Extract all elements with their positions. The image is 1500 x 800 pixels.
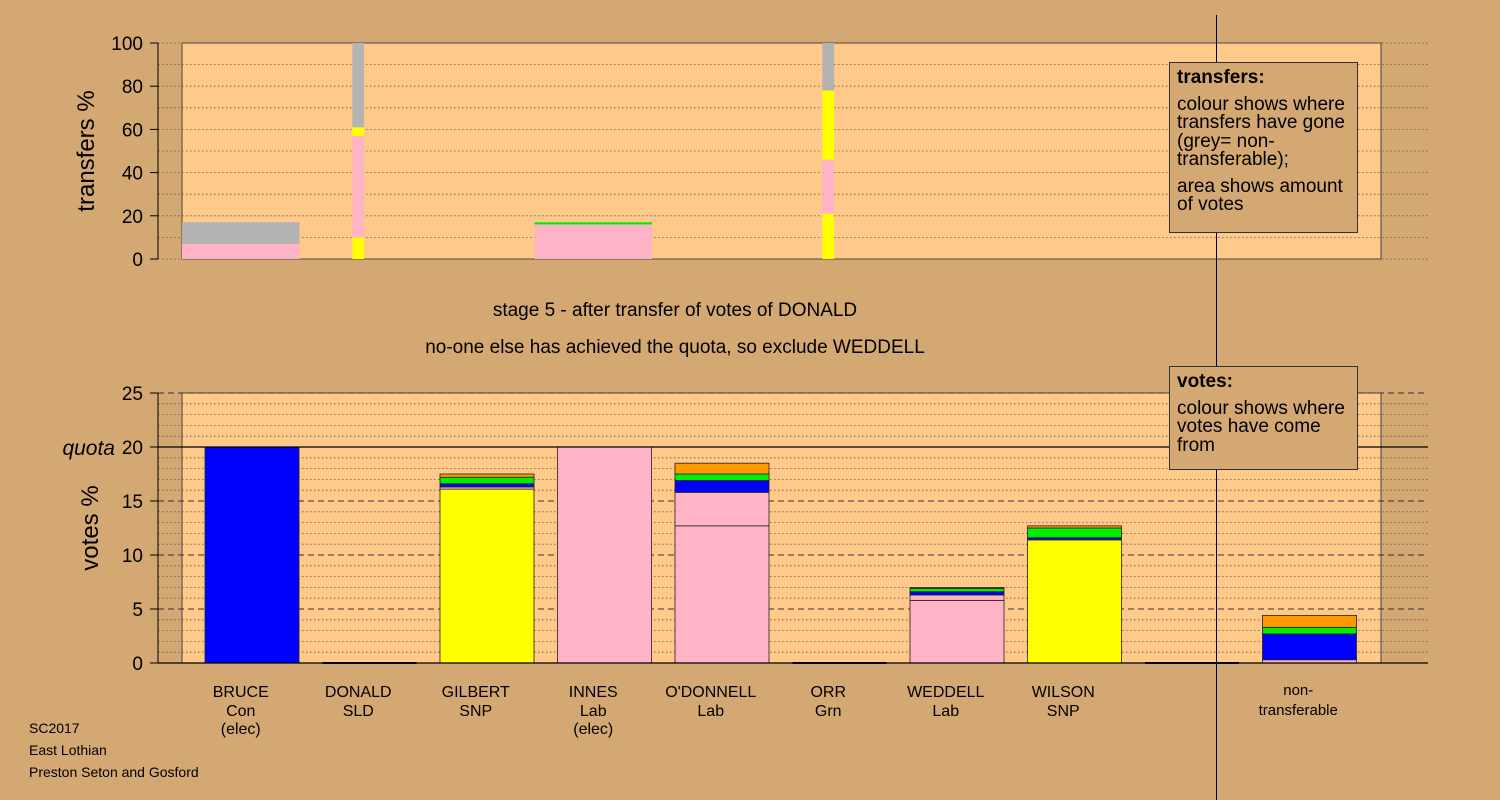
- transfer-segment-SNP: [822, 213, 835, 259]
- transfer-segment-Lab: [352, 135, 365, 238]
- vote-bar-odonnell-segment-Con: [674, 480, 770, 493]
- vote-bar-bruce-segment-Con: [204, 446, 300, 664]
- transfers-tick-label: 80: [122, 77, 143, 98]
- candidate-party-label: Lab: [580, 703, 607, 720]
- votes-tick-label: 15: [122, 492, 143, 513]
- transfer-segment-Lab: [822, 159, 835, 214]
- candidate-note-label: (elec): [573, 721, 613, 738]
- votes-legend: votes: colour shows where votes have com…: [1169, 366, 1358, 470]
- vote-bar-gilbert-segment-Con: [439, 483, 535, 488]
- candidate-name-label: O'DONNELL: [665, 684, 756, 701]
- transfers-legend: transfers: colour shows where transfers …: [1169, 62, 1358, 233]
- candidate-name-label: WILSON: [1032, 684, 1095, 701]
- transfers-tick-label: 40: [122, 164, 143, 185]
- candidate-name-label: DONALD: [325, 684, 392, 701]
- quota-label: quota: [62, 437, 115, 460]
- vote-bar-weddell-segment-SLD: [909, 587, 1005, 589]
- vote-bar-wilson-segment-Grn: [1027, 527, 1122, 539]
- vote-bar-weddell-segment-Lab: [909, 594, 1005, 601]
- vote-bar-wilson-segment-SLD: [1027, 525, 1122, 529]
- stage-subtitle: no-one else has achieved the quota, so e…: [425, 337, 925, 358]
- votes-tick-label: 0: [132, 654, 143, 675]
- footer-ward: Preston Seton and Gosford: [29, 764, 199, 780]
- vote-bar-odonnell-segment-SLD: [674, 462, 770, 475]
- nontransferable-label: non-: [1283, 682, 1313, 699]
- transfer-segment-nontransferable: [182, 222, 300, 244]
- vote-bar-innes-segment-Lab: [557, 446, 652, 664]
- transfers-legend-text: colour shows where transfers have gone (…: [1177, 93, 1345, 170]
- stage-title: stage 5 - after transfer of votes of DON…: [492, 300, 858, 321]
- votes-tick-label: 20: [122, 438, 143, 459]
- vote-bar-odonnell-segment-Lab: [674, 491, 770, 527]
- votes-legend-text: colour shows where votes have come from: [1177, 397, 1345, 456]
- candidate-name-label: INNES: [569, 684, 618, 701]
- transfer-segment-Grn: [534, 222, 652, 225]
- candidate-party-label: SLD: [343, 703, 374, 720]
- transfers-tick-label: 60: [122, 120, 143, 141]
- vote-bar-odonnell-segment-Lab: [674, 525, 770, 664]
- candidate-party-label: Lab: [697, 703, 724, 720]
- transfers-tick-label: 20: [122, 207, 143, 228]
- vote-bar-weddell-segment-Lab: [909, 599, 1005, 664]
- vote-bar-wilson-segment-SNP: [1027, 539, 1122, 664]
- transfer-segment-SNP: [822, 90, 835, 160]
- transfers-tick-label: 0: [132, 250, 143, 271]
- candidate-party-label: Grn: [815, 703, 842, 720]
- candidate-party-label: SNP: [1047, 703, 1080, 720]
- vote-bar-odonnell-segment-Grn: [674, 473, 770, 481]
- transfers-legend-title: transfers:: [1177, 67, 1265, 88]
- vote-bar-nontransferable-segment-SLD: [1262, 615, 1357, 628]
- transfer-segment-nontransferable: [352, 43, 365, 128]
- transfers-tick-label: 100: [111, 34, 143, 55]
- votes-tick-label: 5: [132, 600, 143, 621]
- candidate-party-label: SNP: [459, 703, 492, 720]
- vote-bar-weddell-segment-Grn: [909, 588, 1005, 593]
- footer-council: East Lothian: [29, 742, 107, 758]
- candidate-name-label: WEDDELL: [907, 684, 984, 701]
- candidate-name-label: ORR: [810, 684, 846, 701]
- vote-bar-gilbert-segment-SNP: [439, 488, 535, 664]
- footer-election: SC2017: [29, 720, 80, 736]
- transfers-legend-area-text: area shows amount of votes: [1177, 175, 1343, 215]
- vote-bar-gilbert-segment-SLD: [439, 473, 535, 478]
- transfers-axis-label: transfers %: [73, 90, 100, 211]
- candidate-name-label: BRUCE: [213, 684, 269, 701]
- vote-bar-nontransferable-segment-Grn: [1262, 626, 1357, 635]
- transfer-segment-Lab: [534, 224, 652, 259]
- candidate-party-label: Con: [226, 703, 255, 720]
- candidate-party-label: Lab: [932, 703, 959, 720]
- vote-bar-gilbert-segment-Grn: [439, 476, 535, 485]
- votes-legend-title: votes:: [1177, 371, 1233, 392]
- votes-tick-label: 10: [122, 546, 143, 567]
- vote-bar-weddell-segment-Con: [909, 591, 1005, 596]
- candidate-name-label: GILBERT: [442, 684, 510, 701]
- transfer-segment-SNP: [352, 237, 365, 259]
- votes-axis-label: votes %: [77, 485, 104, 570]
- transfer-segment-SNP: [352, 127, 365, 136]
- candidate-note-label: (elec): [221, 721, 261, 738]
- vote-bar-nontransferable-segment-Con: [1262, 633, 1357, 661]
- nontransferable-label: transferable: [1259, 702, 1338, 719]
- votes-tick-label: 25: [122, 384, 143, 405]
- transfer-segment-Lab: [182, 243, 300, 259]
- transfer-segment-nontransferable: [822, 43, 835, 91]
